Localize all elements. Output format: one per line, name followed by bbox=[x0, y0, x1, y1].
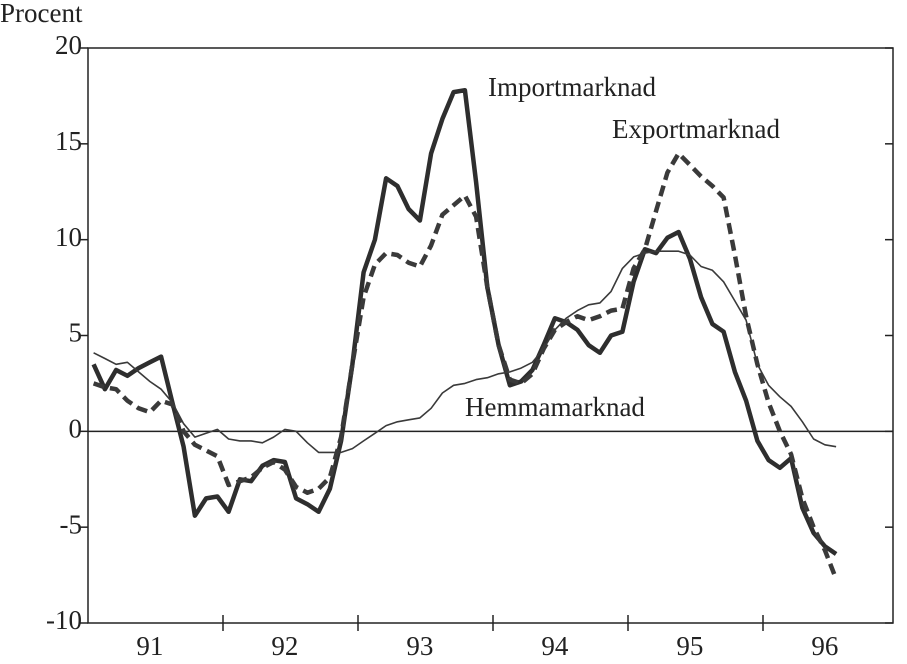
y-tick-label: 10 bbox=[55, 222, 82, 252]
series-label: Hemmamarknad bbox=[465, 392, 645, 422]
x-tick-label: 96 bbox=[811, 631, 838, 661]
x-tick-label: 94 bbox=[541, 631, 569, 661]
y-axis-label: Procent bbox=[0, 0, 83, 28]
y-tick-label: 15 bbox=[55, 126, 82, 156]
y-tick-label: -10 bbox=[46, 605, 82, 635]
x-tick-label: 95 bbox=[676, 631, 703, 661]
x-tick-label: 93 bbox=[406, 631, 433, 661]
x-tick-label: 92 bbox=[271, 631, 298, 661]
y-tick-label: 5 bbox=[69, 318, 83, 348]
series-line bbox=[93, 250, 837, 454]
y-tick-label: 20 bbox=[55, 30, 82, 60]
y-tick-label: -5 bbox=[60, 509, 83, 539]
series-line bbox=[91, 87, 838, 556]
series-label: Exportmarknad bbox=[612, 114, 780, 144]
series-label: Importmarknad bbox=[488, 72, 656, 102]
y-tick-label: 0 bbox=[69, 414, 83, 444]
x-tick-label: 91 bbox=[136, 631, 163, 661]
series-line bbox=[92, 151, 839, 580]
